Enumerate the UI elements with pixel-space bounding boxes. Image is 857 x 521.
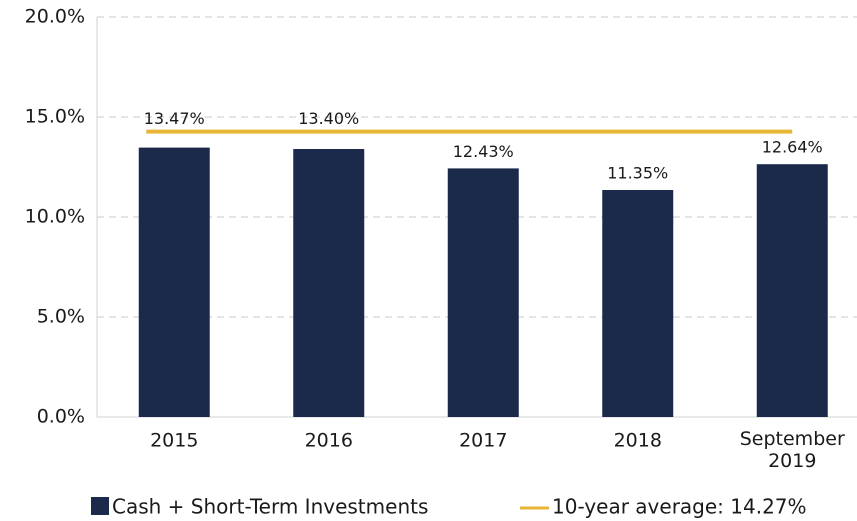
value-label: 13.40% (298, 109, 359, 128)
value-label: 12.43% (453, 142, 514, 161)
bar (138, 147, 210, 417)
x-tick-label: 2018 (614, 430, 662, 452)
y-tick-label: 15.0% (25, 106, 85, 128)
y-tick-label: 0.0% (37, 406, 85, 428)
x-tick-label: 2016 (305, 430, 353, 452)
y-tick-label: 20.0% (25, 6, 85, 28)
x-tick-label: 2017 (459, 430, 507, 452)
bar (756, 164, 828, 417)
bar (293, 149, 365, 417)
y-tick-label: 10.0% (25, 206, 85, 228)
legend-label: 10-year average: 14.27% (552, 495, 807, 519)
legend-swatch (91, 497, 109, 515)
bar (602, 190, 674, 417)
x-tick-label: September 2019 (740, 428, 845, 472)
value-label: 13.47% (144, 109, 205, 128)
bar (447, 168, 519, 417)
value-label: 12.64% (762, 138, 823, 157)
x-tick-label: 2015 (150, 430, 198, 452)
value-label: 11.35% (607, 164, 668, 183)
y-tick-label: 5.0% (37, 306, 85, 328)
legend-label: Cash + Short-Term Investments (112, 495, 428, 519)
